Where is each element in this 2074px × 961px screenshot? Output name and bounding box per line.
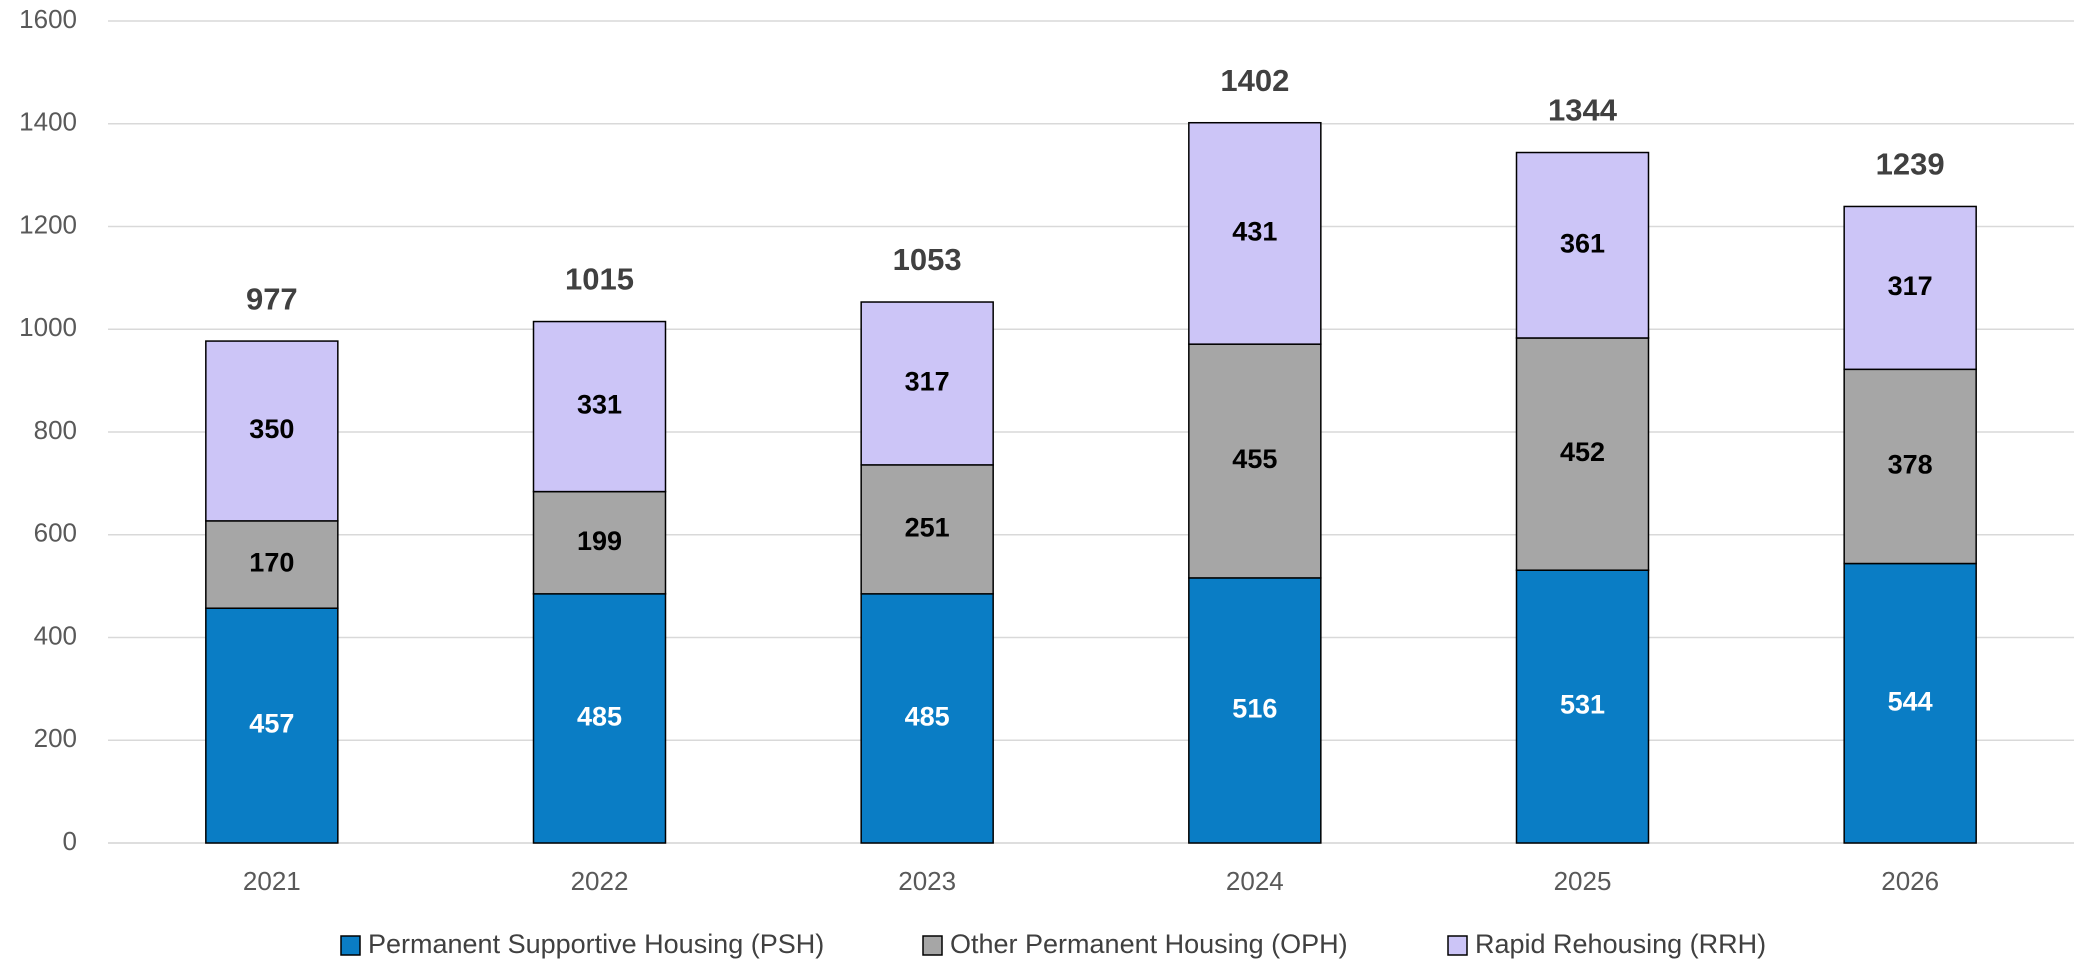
y-tick-label: 200 [34, 723, 77, 753]
x-tick-label: 2022 [571, 866, 629, 896]
y-tick-label: 1200 [19, 209, 77, 239]
segment-label: 457 [249, 709, 294, 739]
x-tick-label: 2024 [1226, 866, 1284, 896]
segment-label: 361 [1560, 228, 1605, 258]
segment-label: 531 [1560, 690, 1605, 720]
total-label: 1402 [1220, 63, 1289, 98]
segment-label: 431 [1232, 217, 1277, 247]
total-label: 1344 [1548, 93, 1618, 128]
y-tick-label: 0 [63, 826, 77, 856]
bar-segment [1188, 343, 1322, 579]
bar-segment [1515, 569, 1650, 844]
legend-marker [922, 935, 943, 956]
y-tick-label: 600 [34, 518, 77, 548]
bar-segment [205, 520, 339, 609]
legend-marker [340, 935, 361, 956]
bar-segment [1843, 368, 1977, 565]
segment-label: 331 [577, 390, 622, 420]
bar-segment [1515, 151, 1650, 339]
segment-label: 485 [905, 702, 950, 732]
segment-label: 251 [905, 512, 950, 542]
segment-label: 485 [577, 702, 622, 732]
x-tick-label: 2026 [1881, 866, 1939, 896]
segment-label: 378 [1888, 450, 1933, 480]
bar-segment [1188, 121, 1322, 345]
total-label: 977 [246, 281, 298, 316]
bar-segment [205, 340, 339, 522]
segment-label: 516 [1232, 694, 1277, 724]
x-tick-label: 2021 [243, 866, 301, 896]
bar-segment [860, 464, 994, 595]
bar-segment [1843, 562, 1977, 844]
total-label: 1053 [893, 242, 962, 277]
bar-segment [532, 320, 667, 493]
bar-segment [532, 593, 667, 844]
legend-text: Rapid Rehousing (RRH) [1475, 929, 1766, 959]
segment-label: 455 [1232, 444, 1277, 474]
legend-text: Other Permanent Housing (OPH) [950, 929, 1348, 959]
bar-segment [860, 301, 994, 466]
segment-label: 317 [1888, 271, 1933, 301]
segment-label: 317 [905, 367, 950, 397]
y-tick-label: 1000 [19, 312, 77, 342]
bar-segment [1843, 205, 1977, 371]
segment-label: 544 [1888, 686, 1933, 716]
total-label: 1239 [1876, 147, 1945, 182]
segment-label: 350 [249, 414, 294, 444]
bar-segment [532, 490, 667, 595]
y-tick-label: 1600 [19, 4, 77, 34]
segment-label: 199 [577, 526, 622, 556]
y-tick-label: 400 [34, 620, 77, 650]
bar-segment [1188, 577, 1322, 844]
y-tick-label: 800 [34, 415, 77, 445]
x-tick-label: 2023 [898, 866, 956, 896]
segment-label: 170 [249, 548, 294, 578]
segment-label: 452 [1560, 437, 1605, 467]
bar-segment [860, 593, 994, 844]
x-tick-label: 2025 [1554, 866, 1612, 896]
legend-marker [1447, 935, 1468, 956]
y-tick-label: 1400 [19, 107, 77, 137]
legend-text: Permanent Supportive Housing (PSH) [368, 929, 824, 959]
total-label: 1015 [565, 262, 634, 297]
